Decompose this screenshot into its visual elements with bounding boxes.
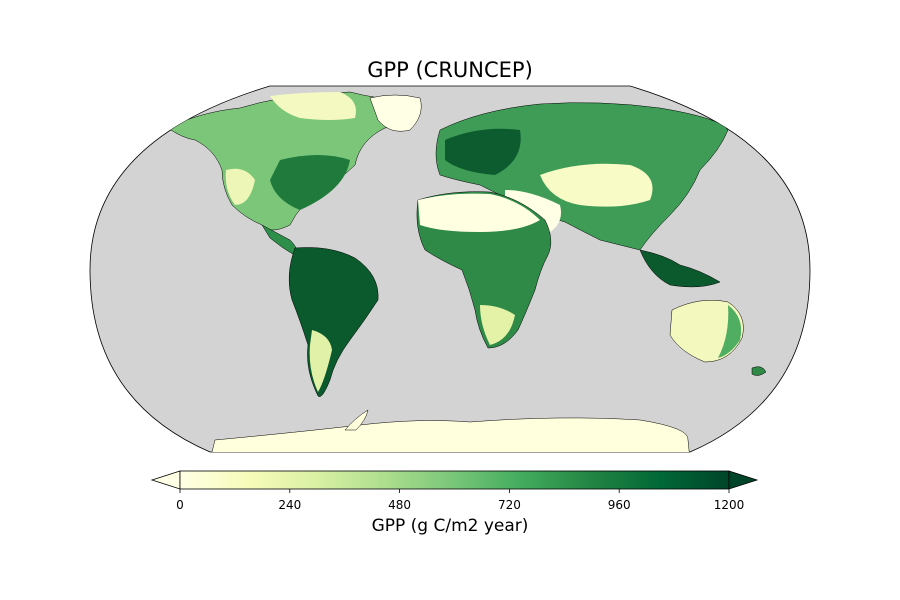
canada-north-tundra xyxy=(270,92,356,120)
sahara-desert xyxy=(418,193,540,232)
north-america-west-dry xyxy=(225,168,255,205)
colorbar-tick-label: 240 xyxy=(278,498,301,512)
colorbar-tick-label: 960 xyxy=(608,498,631,512)
land-layer xyxy=(167,91,767,452)
colorbar-extend-min xyxy=(150,470,181,490)
south-america-south-dry xyxy=(309,330,332,392)
map-title: GPP (CRUNCEP) xyxy=(367,58,533,82)
colorbar-tick-label: 1200 xyxy=(714,498,745,512)
new-zealand xyxy=(751,366,767,376)
colorbar-label: GPP (g C/m2 year) xyxy=(371,516,529,536)
colorbar: 0 240 480 720 960 1200 xyxy=(150,470,759,512)
colorbar-tick-label: 0 xyxy=(176,498,184,512)
colorbar-tick-label: 720 xyxy=(498,498,521,512)
australia-east-coast xyxy=(718,305,742,358)
colorbar-tick-label: 480 xyxy=(388,498,411,512)
antarctic-peninsula xyxy=(344,409,369,431)
greenland xyxy=(369,94,422,132)
colorbar-ticks: 0 240 480 720 960 1200 xyxy=(176,489,744,512)
colorbar-extend-max xyxy=(728,470,759,490)
north-america-east-forest xyxy=(270,155,350,210)
southeast-asia xyxy=(639,249,721,288)
europe-forest xyxy=(445,128,521,175)
colorbar-body xyxy=(179,470,730,490)
central-asia-dry xyxy=(540,163,653,207)
antarctica-landmass xyxy=(209,417,691,452)
southern-africa-dry xyxy=(480,305,515,345)
